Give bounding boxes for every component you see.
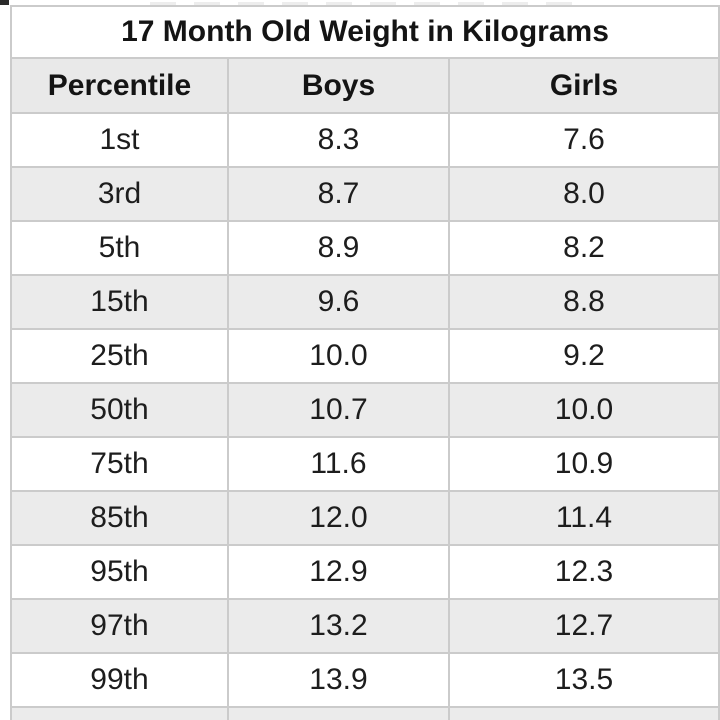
boys-cell: 9.6 [227, 274, 450, 330]
girls-cell [448, 706, 720, 720]
boys-cell: 13.2 [227, 598, 450, 654]
girls-cell: 12.7 [448, 598, 720, 654]
column-header-boys: Boys [227, 57, 450, 114]
percentile-cell: 50th [10, 382, 229, 438]
column-header-girls: Girls [448, 57, 720, 114]
table-row: 5th 8.9 8.2 [10, 220, 720, 276]
percentile-cell: 99th [10, 652, 229, 708]
percentile-cell: 75th [10, 436, 229, 492]
boys-cell: 12.0 [227, 490, 450, 546]
percentile-cell: 15th [10, 274, 229, 330]
table-row: 85th 12.0 11.4 [10, 490, 720, 546]
weight-table: 17 Month Old Weight in Kilograms Percent… [10, 5, 720, 720]
table-header-row: Percentile Boys Girls [10, 57, 720, 114]
percentile-cell: 5th [10, 220, 229, 276]
cropped-text-smudge [150, 2, 580, 5]
cutoff-table-row [10, 706, 720, 720]
percentile-cell [10, 706, 229, 720]
percentile-cell: 3rd [10, 166, 229, 222]
girls-cell: 7.6 [448, 112, 720, 168]
boys-cell: 8.7 [227, 166, 450, 222]
table-row: 3rd 8.7 8.0 [10, 166, 720, 222]
table-row: 50th 10.7 10.0 [10, 382, 720, 438]
boys-cell: 8.9 [227, 220, 450, 276]
table-title-row: 17 Month Old Weight in Kilograms [10, 5, 720, 59]
boys-cell: 11.6 [227, 436, 450, 492]
table-row: 99th 13.9 13.5 [10, 652, 720, 708]
table-row: 97th 13.2 12.7 [10, 598, 720, 654]
table-row: 95th 12.9 12.3 [10, 544, 720, 600]
cropped-content-fragment [0, 0, 9, 5]
table-row: 75th 11.6 10.9 [10, 436, 720, 492]
girls-cell: 12.3 [448, 544, 720, 600]
girls-cell: 10.0 [448, 382, 720, 438]
percentile-cell: 85th [10, 490, 229, 546]
boys-cell: 10.0 [227, 328, 450, 384]
girls-cell: 13.5 [448, 652, 720, 708]
girls-cell: 8.8 [448, 274, 720, 330]
boys-cell: 12.9 [227, 544, 450, 600]
percentile-cell: 1st [10, 112, 229, 168]
percentile-cell: 25th [10, 328, 229, 384]
table-row: 25th 10.0 9.2 [10, 328, 720, 384]
table-title: 17 Month Old Weight in Kilograms [10, 5, 720, 59]
boys-cell [227, 706, 450, 720]
boys-cell: 8.3 [227, 112, 450, 168]
table-row: 1st 8.3 7.6 [10, 112, 720, 168]
girls-cell: 9.2 [448, 328, 720, 384]
girls-cell: 8.0 [448, 166, 720, 222]
girls-cell: 10.9 [448, 436, 720, 492]
table-row: 15th 9.6 8.8 [10, 274, 720, 330]
column-header-percentile: Percentile [10, 57, 229, 114]
boys-cell: 10.7 [227, 382, 450, 438]
percentile-cell: 97th [10, 598, 229, 654]
percentile-cell: 95th [10, 544, 229, 600]
girls-cell: 11.4 [448, 490, 720, 546]
boys-cell: 13.9 [227, 652, 450, 708]
girls-cell: 8.2 [448, 220, 720, 276]
